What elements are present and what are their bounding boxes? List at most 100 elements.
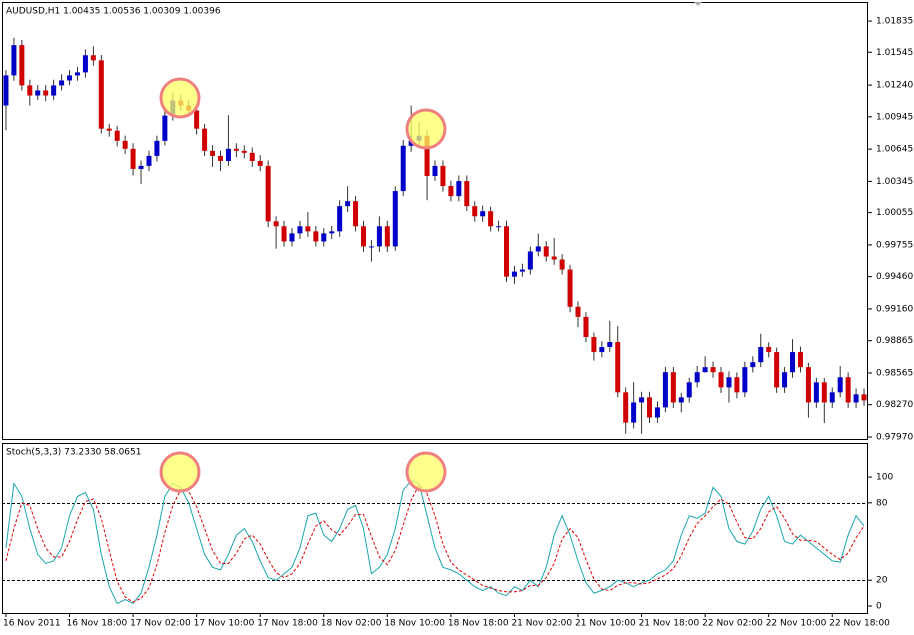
candle-body: [710, 367, 716, 373]
x-tick-label: 17 Nov 02:00: [130, 619, 191, 629]
candle-body: [535, 246, 541, 252]
candle-body: [678, 397, 684, 403]
candle-body: [313, 231, 319, 242]
candle-body: [686, 382, 692, 398]
candle-body: [559, 259, 565, 270]
y-tick-label: 0.98270: [876, 400, 913, 410]
candle-body: [432, 165, 438, 177]
candle-body: [146, 155, 152, 166]
candle-body: [154, 140, 160, 156]
y-tick-label: 1.00945: [876, 112, 913, 122]
candle-body: [440, 165, 446, 187]
candle-body: [265, 165, 271, 222]
candle-body: [623, 392, 629, 423]
candle-body: [853, 394, 859, 403]
y-tick-label: 1.01545: [876, 48, 913, 58]
candle-body: [488, 211, 494, 227]
candle-body: [654, 407, 660, 418]
candle-body: [662, 372, 668, 408]
candle-body: [694, 372, 700, 383]
candle-body: [845, 377, 851, 403]
candle-body: [504, 226, 510, 277]
candle-body: [631, 402, 637, 423]
stochastic-line: [5, 480, 865, 605]
x-tick-label: 18 Nov 10:00: [384, 619, 445, 629]
x-tick-label: 21 Nov 02:00: [511, 619, 572, 629]
candle-body: [360, 226, 366, 247]
x-tick-label: 18 Nov 02:00: [321, 619, 382, 629]
x-tick-label: 22 Nov 10:00: [766, 619, 827, 629]
candle-body: [726, 377, 732, 388]
candle-body: [51, 85, 57, 96]
candle-body: [337, 206, 343, 232]
candle-body: [527, 251, 533, 270]
stochastic-line: [5, 483, 865, 603]
candle-body: [599, 347, 605, 353]
y-tick-label: 0.98865: [876, 336, 913, 346]
y-tick-label: 1.01835: [876, 17, 913, 27]
candle-body: [321, 233, 327, 242]
candle-body: [742, 367, 748, 393]
candle-body: [774, 352, 780, 388]
shift-marker: [694, 2, 702, 6]
candle-body: [82, 55, 88, 73]
candle-body: [591, 337, 597, 353]
pane-title: Stoch(5,3,3) 73.2330 58.0651: [6, 448, 141, 458]
candle-body: [233, 148, 239, 151]
y-tick-label: 0.99160: [876, 304, 913, 314]
candle-body: [289, 233, 295, 242]
candle-body: [766, 347, 772, 353]
candle-body: [241, 150, 247, 153]
candle-body: [138, 165, 144, 169]
candle-body: [11, 45, 17, 76]
candle-body: [273, 221, 279, 227]
candle-body: [734, 377, 740, 393]
candle-body: [106, 128, 112, 131]
y-tick-label: 0.98565: [876, 368, 913, 378]
price-pane-frame: [2, 2, 868, 440]
candle-body: [225, 148, 231, 161]
candle-body: [472, 206, 478, 217]
highlight-circles: [159, 77, 447, 493]
candle-body: [257, 160, 263, 166]
x-tick-label: 17 Nov 10:00: [194, 619, 255, 629]
candle-body: [400, 145, 406, 192]
stochastic-pane-frame: [2, 443, 868, 614]
candle-body: [217, 155, 223, 161]
x-tick-label: 22 Nov 02:00: [702, 619, 763, 629]
y-tick-label: 0: [876, 602, 882, 612]
highlight-circle: [159, 77, 201, 119]
candle-body: [305, 226, 311, 232]
candle-body: [456, 181, 462, 197]
y-tick-label: 20: [876, 576, 888, 586]
y-tick-label: 0.97970: [876, 432, 913, 442]
candle-body: [797, 352, 803, 368]
pane-title: AUDUSD,H1 1.00435 1.00536 1.00309 1.0039…: [6, 7, 221, 17]
candle-body: [615, 342, 621, 393]
candle-body: [210, 150, 216, 156]
candle-body: [511, 271, 517, 277]
candle-body: [448, 186, 454, 197]
x-tick-label: 21 Nov 18:00: [639, 619, 700, 629]
candle-body: [43, 90, 49, 96]
candle-body: [59, 80, 65, 86]
candle-body: [639, 397, 645, 403]
y-tick-label: 1.00345: [876, 177, 913, 187]
candle-body: [98, 60, 104, 129]
highlight-circle: [405, 108, 447, 150]
y-tick-label: 1.00645: [876, 145, 913, 155]
candle-body: [575, 306, 581, 317]
candle-body: [480, 211, 486, 217]
y-tick-label: 80: [876, 498, 888, 508]
candle-body: [567, 269, 573, 307]
candle-body: [424, 135, 430, 177]
candle-body: [345, 201, 351, 207]
candle-body: [758, 347, 764, 363]
candle-body: [3, 75, 9, 106]
candle-body: [90, 55, 96, 61]
candle-body: [821, 382, 827, 403]
candle-body: [353, 201, 359, 227]
